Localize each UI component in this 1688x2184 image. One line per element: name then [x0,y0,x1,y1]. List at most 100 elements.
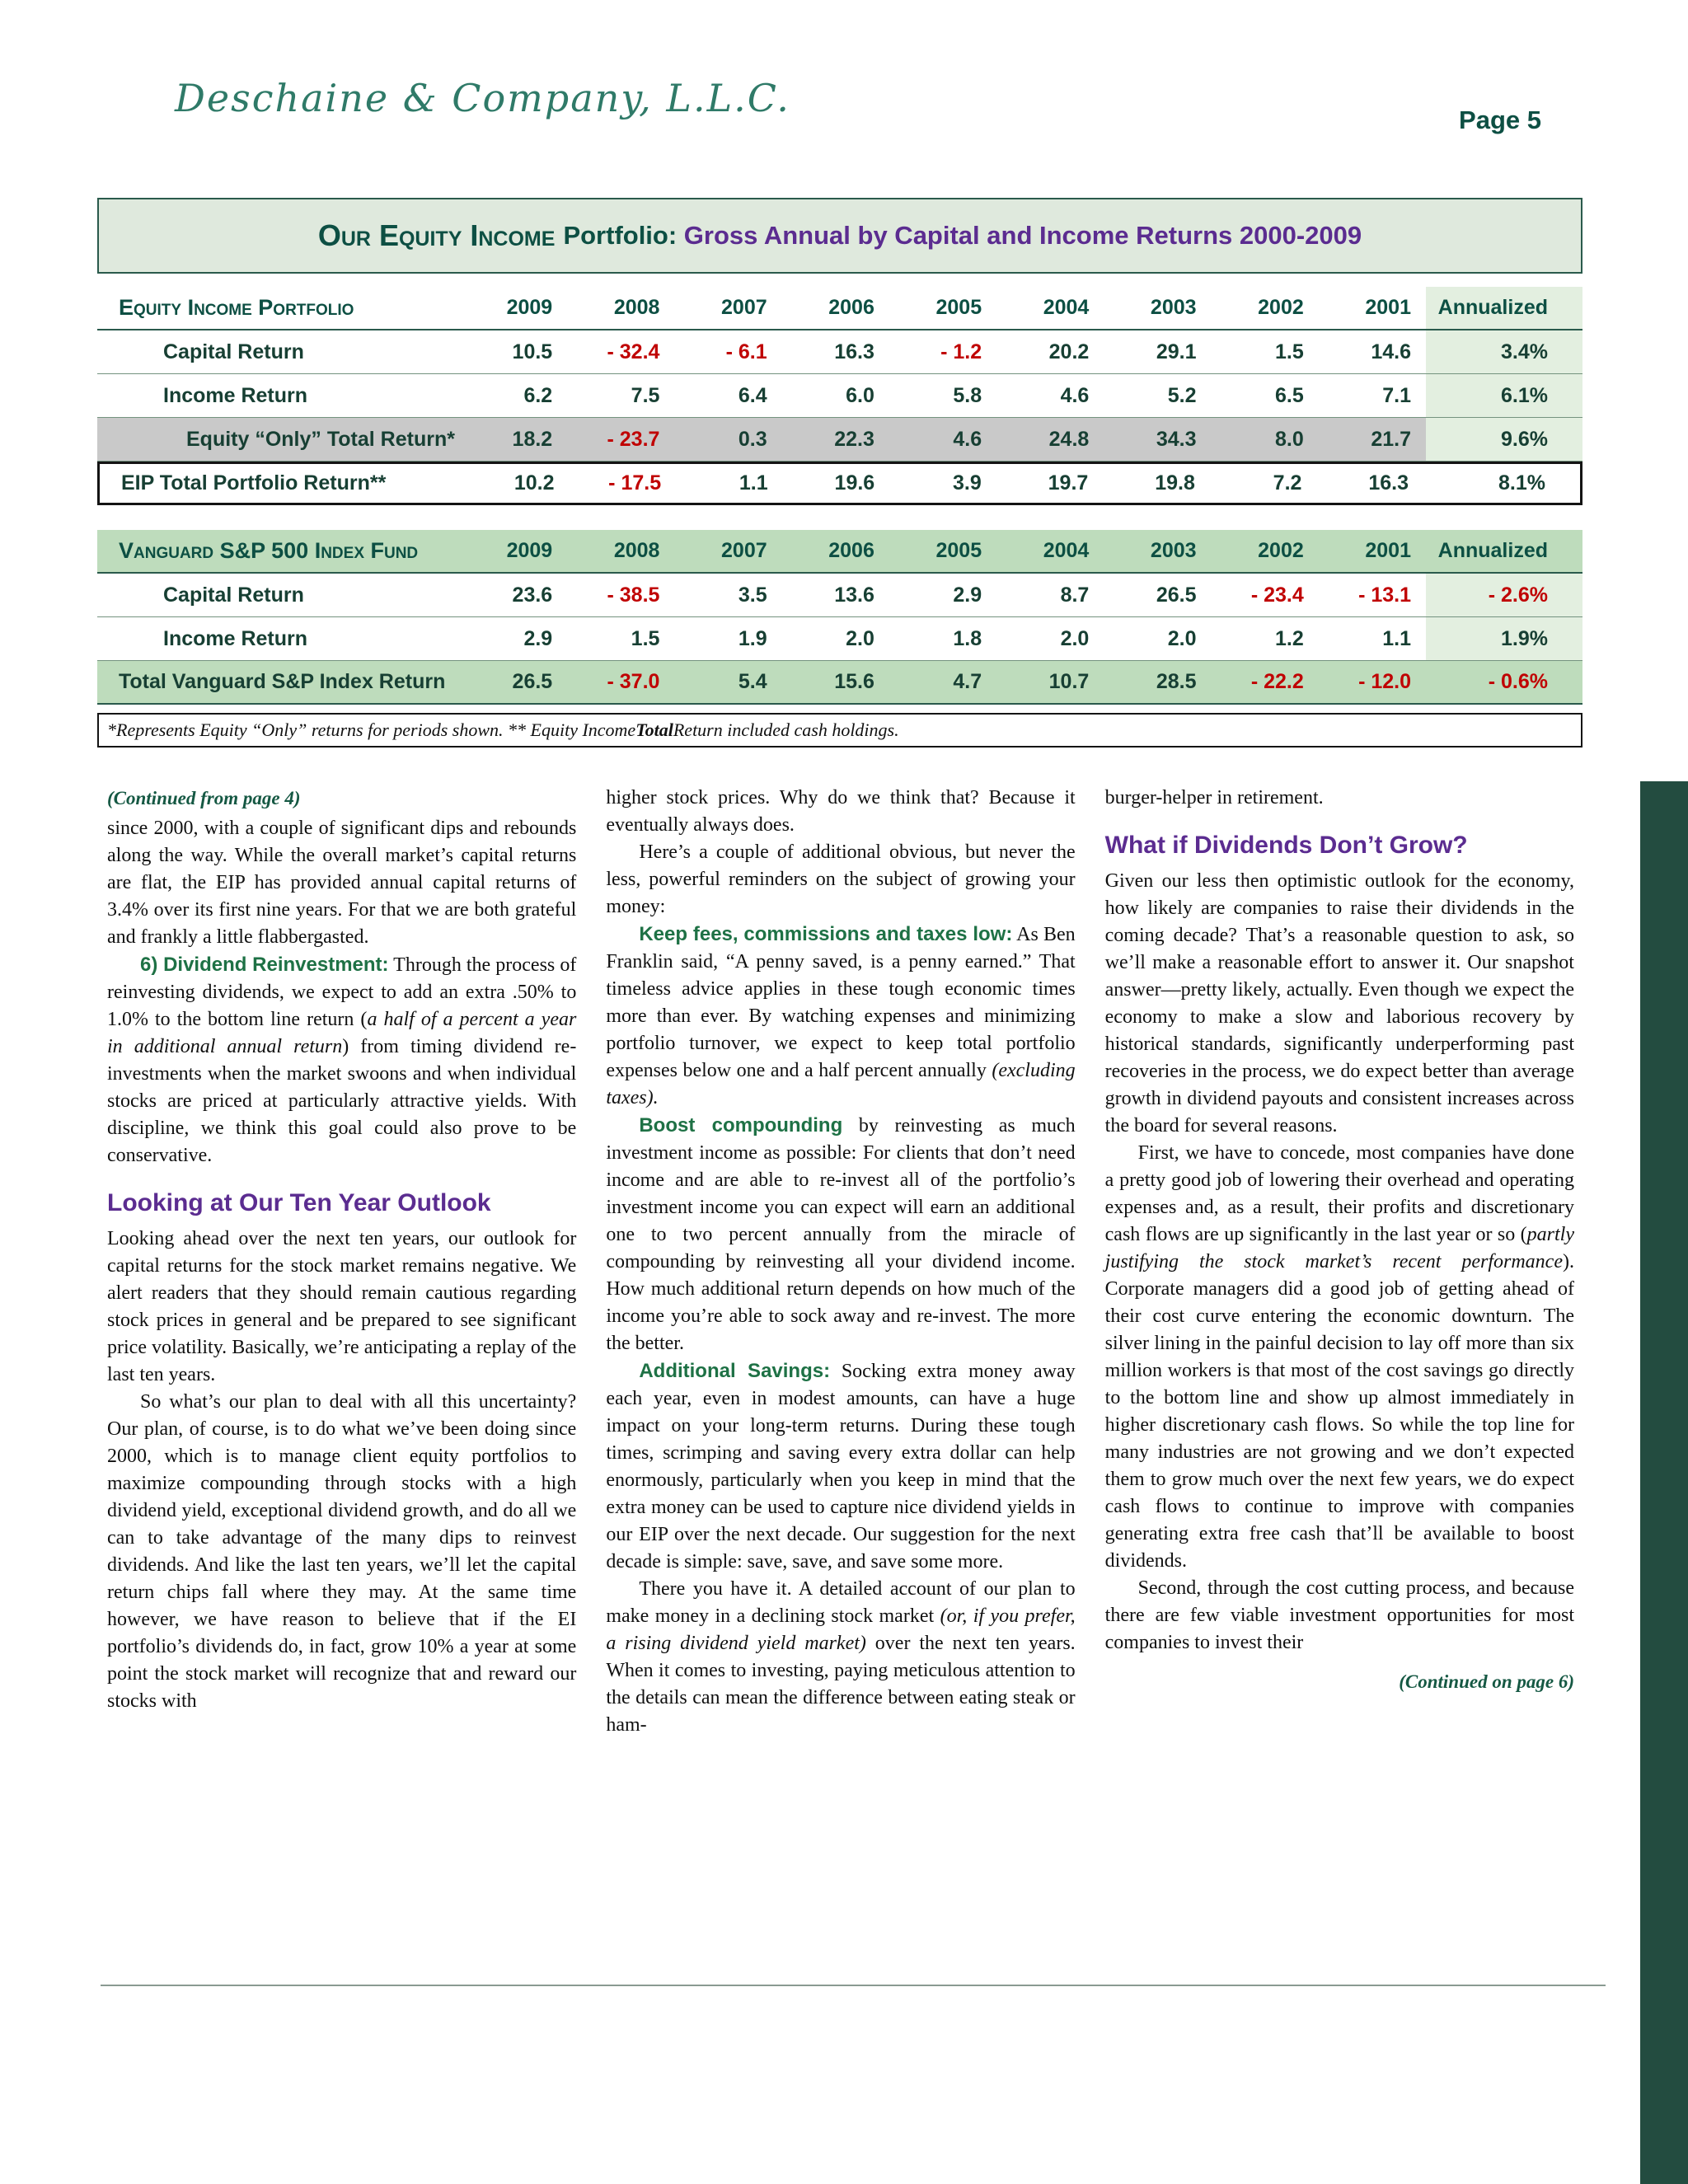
table-footnote: *Represents Equity “Only” returns for pe… [97,713,1582,748]
paragraph-text: Second, through the cost cutting process… [1104,1577,1574,1653]
return-value-cell: 10.2 [513,471,555,494]
paragraph-text: burger-helper in retirement. [1104,787,1324,808]
footnote-post: Return included cash holdings. [673,719,899,740]
year-column-header: 2006 [828,539,874,562]
return-value-cell: 3.9 [953,471,982,494]
return-value-cell: 19.8 [1155,471,1195,494]
return-value-cell: 2.0 [1167,626,1197,650]
return-value-cell: - 37.0 [607,670,660,693]
paragraph-text: partly justifying the stock market’s rec… [1104,1224,1574,1272]
paragraph-text: Socking extra money away each year, even… [606,1361,1076,1572]
paragraph: First, we have to concede, most companie… [1105,1140,1574,1575]
return-value-cell: 24.8 [1048,427,1090,451]
return-value-cell: 6.0 [846,383,874,407]
year-column-header: 2004 [1043,539,1090,562]
year-column-header: 2003 [1150,296,1197,319]
paragraph-text: since 2000, with a couple of significant… [107,818,577,948]
return-value-cell: - 12.0 [1358,670,1411,693]
right-edge-bar [1640,781,1688,2184]
year-column-header: 2002 [1258,296,1304,319]
year-column-header: 2009 [506,296,553,319]
paragraph: Keep fees, commissions and taxes low: As… [606,921,1075,1112]
row-label: Capital Return [163,340,304,363]
return-value-cell: 20.2 [1048,340,1090,363]
return-value-cell: - 38.5 [607,583,660,607]
return-value-cell: 0.3 [738,427,767,451]
return-value-cell: 2.9 [953,583,982,607]
article-heading: What if Dividends Don’t Grow? [1104,832,1468,859]
paragraph: There you have it. A detailed account of… [606,1576,1075,1739]
return-value-cell: 6.2 [523,383,553,407]
year-column-header: 2008 [613,296,660,319]
table-title: Our Equity Income Portfolio: Gross Annua… [97,198,1582,274]
footer-divider [101,1985,1606,1986]
paragraph: Here’s a couple of additional obvious, b… [606,839,1075,921]
return-value-cell: 13.6 [834,583,874,607]
row-label: Equity “Only” Total Return* [186,427,455,451]
article-heading: Looking at Our Ten Year Outlook [107,1189,491,1216]
section-header-label: Equity Income Portfolio [119,295,354,320]
return-value-cell: 1.5 [631,626,660,650]
row-label: Capital Return [163,583,304,607]
return-value-cell: 34.3 [1156,427,1197,451]
return-value-cell: 3.5 [738,583,767,607]
annualized-value-cell: 9.6% [1426,418,1582,461]
return-value-cell: 2.0 [846,626,874,650]
return-value-cell: - 23.4 [1250,583,1304,607]
return-value-cell: 2.9 [523,626,553,650]
table-row: Equity “Only” Total Return* 18.2 - 23.7 0.3… [97,418,1582,462]
annualized-value-cell: 1.9% [1426,617,1582,660]
return-value-cell: - 32.4 [607,340,660,363]
return-value-cell: 1.9 [738,626,767,650]
page-number: Page 5 [1459,105,1541,134]
return-value-cell: - 17.5 [608,471,662,494]
row-label: Income Return [163,383,308,407]
paragraph-text: higher stock prices. Why do we think tha… [606,787,1076,836]
paragraph: higher stock prices. Why do we think tha… [606,785,1075,839]
return-value-cell: - 13.1 [1358,583,1411,607]
annualized-value-cell: 3.4% [1426,330,1582,373]
row-label: Income Return [163,626,308,650]
return-value-cell: 28.5 [1156,670,1197,693]
paragraph-lead-in: Additional Savings: [639,1360,831,1382]
paragraph-text: Looking ahead over the next ten years, o… [107,1228,577,1385]
footnote-pre: *Represents Equity “Only” returns for pe… [107,719,636,740]
returns-table: Our Equity Income Portfolio: Gross Annua… [97,198,1582,748]
paragraph-lead-in: 6) Dividend Reinvestment: [140,954,389,976]
table-row: Income Return 2.9 1.5 1.9 2.0 1.8 2.0 2.0 1.2 1.1… [97,617,1582,661]
section-header-label: Vanguard S&P 500 Index Fund [119,538,419,563]
table-row: EIP Total Portfolio Return** 10.2 - 17.5 1.… [97,462,1582,505]
annualized-column-header: Annualized [1437,539,1548,562]
table-row: Total Vanguard S&P Index Return 26.5 - 37.… [97,661,1582,705]
paragraph: So what’s our plan to deal with all this… [107,1389,576,1715]
return-value-cell: 26.5 [1156,583,1197,607]
year-column-header: 2007 [721,296,767,319]
table-body: Equity Income Portfolio 2009 2008 2007 2006 2… [97,287,1582,705]
paragraph: since 2000, with a couple of significant… [107,815,576,951]
return-value-cell: 8.0 [1275,427,1304,451]
return-value-cell: 21.7 [1371,427,1411,451]
return-value-cell: 1.1 [738,471,768,494]
return-value-cell: 23.6 [512,583,553,607]
table-section-header-row: Vanguard S&P 500 Index Fund 2009 2008 2007 2… [97,530,1582,574]
paragraph-text: (excluding taxes). [606,1060,1076,1108]
return-value-cell: 1.8 [953,626,982,650]
paragraph-text: (or, if you prefer, a rising dividend yi… [606,1605,1076,1654]
paragraph: Looking ahead over the next ten years, o… [107,1226,576,1389]
return-value-cell: 6.4 [738,383,767,407]
paragraph-text: There you have it. A detailed account of… [606,1578,1076,1627]
paragraph-text: First, we have to concede, most companie… [1104,1142,1574,1245]
year-column-header: 2002 [1258,539,1304,562]
return-value-cell: 4.6 [1060,383,1090,407]
paragraph: Given our less then optimistic outlook f… [1105,868,1574,1140]
annualized-value-cell: 6.1% [1426,374,1582,417]
paragraph-text: a half of a percent a year in additional… [107,1009,577,1057]
return-value-cell: 4.6 [953,427,982,451]
return-value-cell: - 22.2 [1250,670,1304,693]
return-value-cell: 7.5 [631,383,660,407]
return-value-cell: 26.5 [512,670,553,693]
table-section-gap [97,505,1582,530]
paragraph: Boost compounding by reinvesting as much… [606,1112,1075,1357]
return-value-cell: - 6.1 [725,340,767,363]
paragraph-text: over the next ten years. When it comes t… [606,1633,1076,1736]
